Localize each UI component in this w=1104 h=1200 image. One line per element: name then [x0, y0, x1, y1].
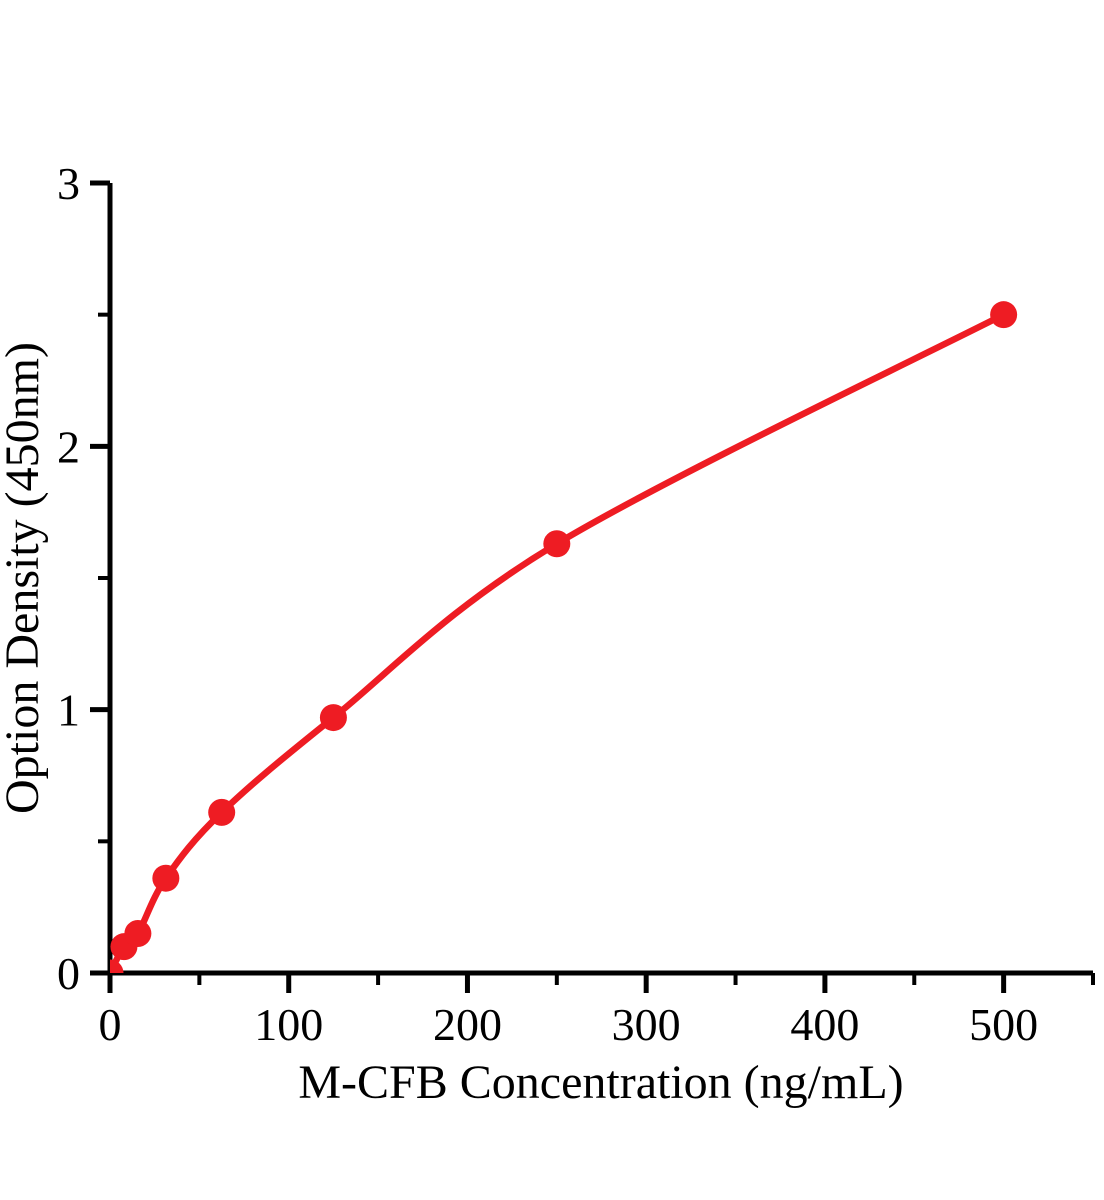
x-axis-tick-labels: 0 100 200 300 400 500 [99, 999, 1039, 1050]
data-point [543, 530, 571, 558]
y-tick-label: 0 [57, 948, 80, 999]
y-axis-tick-labels: 0 1 2 3 [57, 158, 80, 999]
standard-curve-line [110, 311, 1007, 973]
y-axis-title: Option Density (450nm) [0, 342, 49, 814]
y-tick-label: 1 [57, 685, 80, 736]
x-axis-major-ticks [107, 973, 1007, 993]
y-axis-major-ticks [90, 180, 110, 976]
data-point [208, 798, 236, 826]
x-tick-label: 500 [969, 999, 1038, 1050]
x-tick-label: 300 [612, 999, 681, 1050]
data-point [319, 704, 347, 732]
y-tick-label: 3 [57, 158, 80, 209]
x-tick-label: 200 [433, 999, 502, 1050]
data-point [152, 864, 180, 892]
x-tick-label: 400 [790, 999, 859, 1050]
series-group [110, 301, 1018, 973]
y-tick-label: 2 [57, 421, 80, 472]
data-point-markers [110, 301, 1018, 973]
data-point [990, 301, 1018, 329]
data-point [110, 959, 124, 973]
x-tick-label: 100 [254, 999, 323, 1050]
x-axis-title: M-CFB Concentration (ng/mL) [298, 1056, 903, 1109]
data-point [124, 920, 152, 947]
x-tick-label: 0 [99, 999, 122, 1050]
